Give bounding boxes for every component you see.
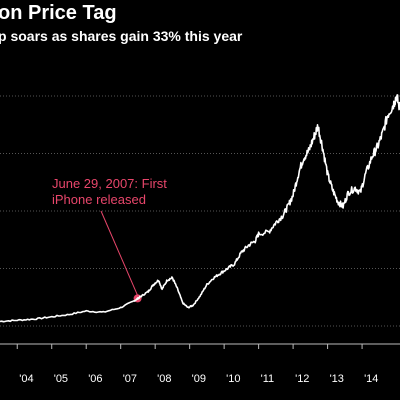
- x-tick-label: '05: [54, 373, 68, 385]
- x-tick-label: '09: [192, 373, 206, 385]
- x-tick-label: '07: [123, 373, 137, 385]
- chart-title: on Price Tag: [0, 2, 117, 24]
- x-tick-label: '04: [19, 373, 33, 385]
- x-tick-label: '12: [295, 373, 309, 385]
- price-series-line: [0, 94, 400, 323]
- chart-subtitle: p soars as shares gain 33% this year: [0, 28, 243, 44]
- x-tick-label: '08: [157, 373, 171, 385]
- x-tick-label: '06: [88, 373, 102, 385]
- annotation-text: iPhone released: [52, 192, 146, 207]
- annotation-text: June 29, 2007: First: [52, 176, 167, 191]
- gridlines: [0, 95, 400, 345]
- x-tick-label: '14: [364, 373, 378, 385]
- x-tick-label: '10: [226, 373, 240, 385]
- x-tick-label: '11: [261, 373, 275, 385]
- annotation-leader-line: [100, 210, 139, 296]
- x-axis-ticks: '04 '05 '06 '07 '08 '09 '10 '11 '12 '13 '14: [16, 344, 378, 385]
- series-group: [0, 94, 400, 323]
- x-tick-label: '13: [330, 373, 344, 385]
